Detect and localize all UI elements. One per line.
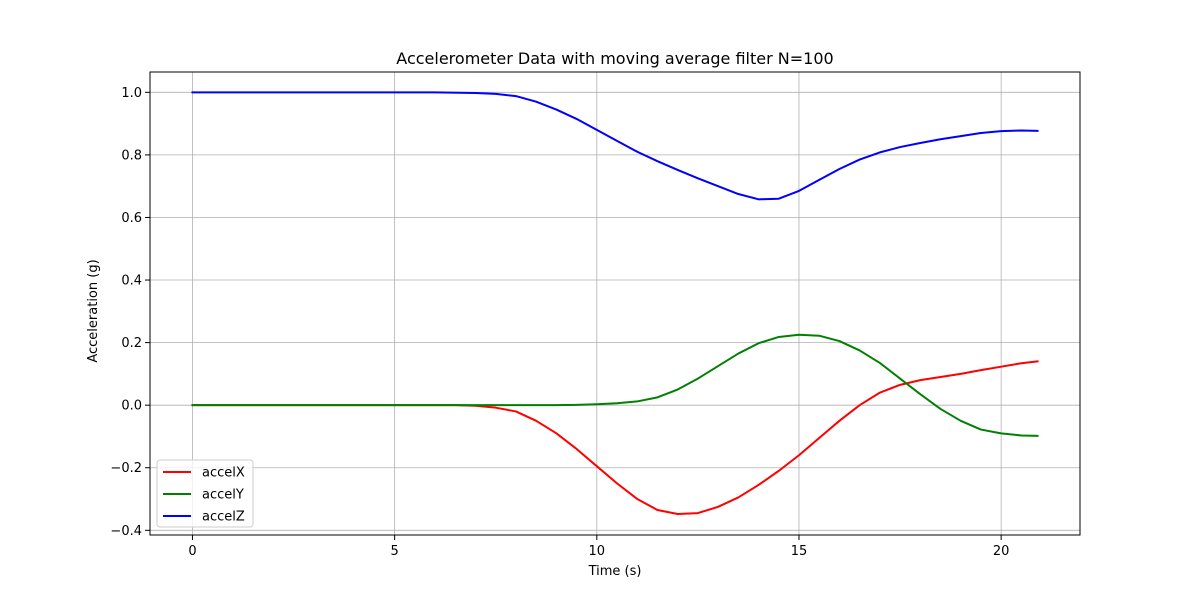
x-tick-label: 10: [589, 544, 606, 559]
series-line-accelX: [191, 360, 1039, 516]
y-tick-label: 1.0: [121, 86, 142, 101]
x-axis-label: Time (s): [588, 564, 642, 579]
series-line-accelY: [191, 333, 1039, 437]
x-axis-ticks: 0 5 10 15 20: [188, 535, 1009, 559]
legend-label-accelX: accelX: [202, 466, 245, 481]
legend-label-accelZ: accelZ: [202, 510, 245, 525]
y-tick-label: 0.8: [121, 148, 142, 163]
y-tick-label: −0.2: [110, 461, 142, 476]
series-line-accelZ: [191, 91, 1039, 201]
y-tick-label: 0.0: [121, 399, 142, 414]
y-tick-label: 0.4: [121, 274, 142, 289]
plot-area-frame: [149, 71, 1081, 536]
x-tick-label: 0: [188, 544, 196, 559]
x-tick-label: 5: [390, 544, 398, 559]
y-axis-label: Acceleration (g): [86, 259, 101, 362]
y-tick-label: 0.6: [121, 211, 142, 226]
chart-title: Accelerometer Data with moving average f…: [396, 49, 833, 68]
series-lines: [191, 91, 1039, 516]
legend-label-accelY: accelY: [202, 488, 244, 503]
x-tick-label: 15: [791, 544, 808, 559]
legend-box: [156, 459, 254, 528]
y-axis-ticks: −0.4 −0.2 0.0 0.2 0.4 0.6 0.8 1.0: [110, 86, 150, 539]
legend: accelX accelY accelZ: [156, 459, 254, 528]
y-tick-label: −0.4: [110, 524, 142, 539]
y-tick-label: 0.2: [121, 336, 142, 351]
grid: [150, 72, 1080, 535]
x-tick-label: 20: [993, 544, 1010, 559]
